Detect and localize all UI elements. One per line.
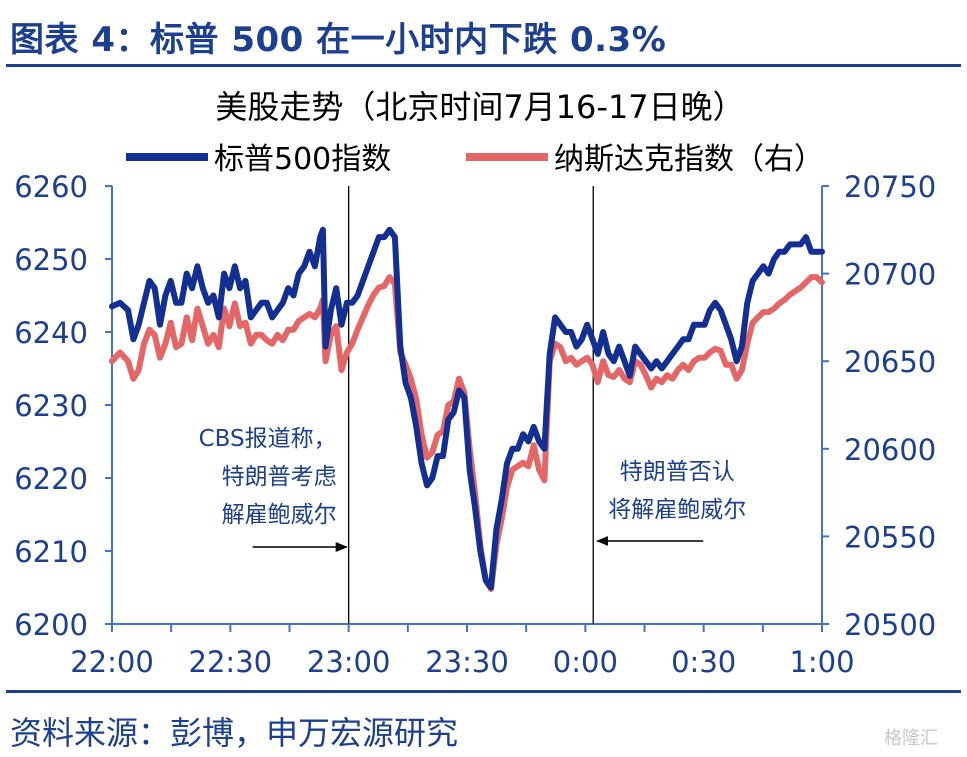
chart-title: 美股走势（北京时间7月16-17日晚） — [215, 88, 744, 126]
annotation-0-line-0: CBS报道称， — [199, 426, 337, 452]
y-left-tick-label: 6240 — [14, 316, 88, 350]
y-left-tick-label: 6260 — [14, 170, 88, 204]
y-right-tick-label: 20500 — [844, 608, 936, 642]
source-note: 资料来源：彭博，申万宏源研究 — [10, 714, 459, 752]
y-left-tick-label: 6250 — [14, 243, 88, 277]
annotation-1-line-0: 特朗普否认 — [620, 459, 735, 485]
watermark-logo: 格隆汇 — [884, 728, 938, 749]
x-tick-label: 0:30 — [671, 645, 736, 679]
x-tick-label: 1:00 — [789, 645, 854, 679]
series-line-spx — [109, 226, 825, 591]
x-tick-label: 23:30 — [425, 645, 509, 679]
annotation-1-line-1: 将解雇鲍威尔 — [608, 497, 746, 523]
annotation-0-line-2: 解雇鲍威尔 — [222, 502, 337, 528]
x-tick-label: 0:00 — [553, 645, 618, 679]
legend-label-nasdaq: 纳斯达克指数（右） — [554, 142, 824, 177]
axes: 6200 6210 6220 6230 6240 6250 6260 20500 20550 20… — [14, 170, 936, 679]
series-lines — [109, 226, 825, 592]
y-left-tick-label: 6210 — [14, 535, 88, 569]
y-left-tick-label: 6230 — [14, 389, 88, 423]
y-right-tick-label: 20600 — [844, 433, 936, 467]
title-rule — [6, 64, 961, 67]
y-right-tick-label: 20750 — [844, 170, 936, 204]
y-left-tick-label: 6220 — [14, 462, 88, 496]
y-right-tick-label: 20650 — [844, 345, 936, 379]
legend: 标普500指数 纳斯达克指数（右） — [126, 142, 824, 177]
source-rule — [6, 690, 961, 693]
x-tick-label: 23:00 — [307, 645, 391, 679]
x-tick-label: 22:00 — [70, 645, 154, 679]
event-lines — [348, 186, 594, 624]
y-left-tick-label: 6200 — [14, 608, 88, 642]
y-right-tick-label: 20700 — [844, 258, 936, 292]
y-right-tick-label: 20550 — [844, 520, 936, 554]
figure-title: 图表 4：标普 500 在一小时内下跌 0.3% — [10, 20, 667, 60]
legend-label-spx: 标普500指数 — [214, 142, 391, 177]
annotation-0-line-1: 特朗普考虑 — [222, 464, 337, 490]
x-tick-label: 22:30 — [189, 645, 273, 679]
